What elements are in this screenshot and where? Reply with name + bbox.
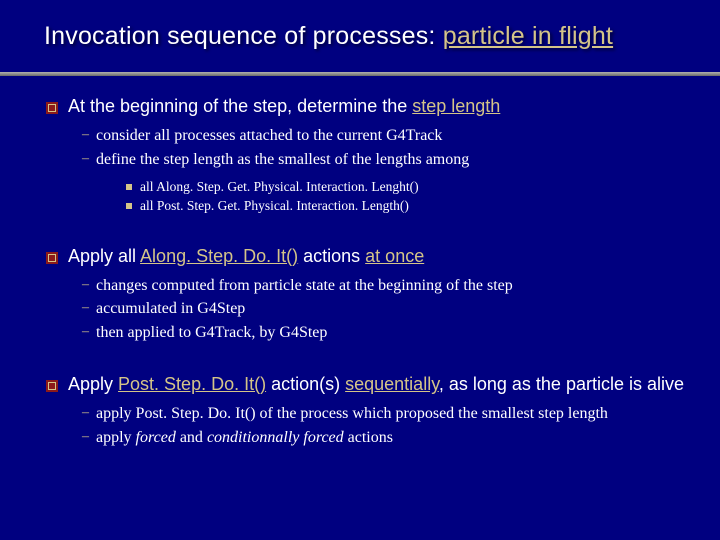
dash-icon: – <box>82 298 96 318</box>
bullet-level2: – consider all processes attached to the… <box>82 125 690 147</box>
text-highlight: at once <box>365 246 424 266</box>
dash-icon: – <box>82 149 96 169</box>
dash-icon: – <box>82 275 96 295</box>
text-part: actions <box>298 246 365 266</box>
title-highlight: particle in flight <box>443 22 613 50</box>
text-highlight: Along. Step. Do. It() <box>140 246 298 266</box>
slide-content: At the beginning of the step, determine … <box>0 57 720 449</box>
dash-icon: – <box>82 322 96 342</box>
text-part: action(s) <box>266 374 345 394</box>
bullet-level1: Apply all Along. Step. Do. It() actions … <box>46 245 690 269</box>
bullet-text: then applied to G4Track, by G4Step <box>96 322 327 344</box>
bullet-level1: At the beginning of the step, determine … <box>46 95 690 119</box>
text-part: Apply all <box>68 246 140 266</box>
text-part: Apply <box>68 374 118 394</box>
square-icon <box>126 203 132 209</box>
title-prefix: Invocation sequence of processes: <box>44 22 443 50</box>
bullet-text: Apply all Along. Step. Do. It() actions … <box>68 245 424 268</box>
bullet-level3: all Along. Step. Get. Physical. Interact… <box>126 178 690 196</box>
bullet-text: consider all processes attached to the c… <box>96 125 442 147</box>
bullet-text: apply Post. Step. Do. It() of the proces… <box>96 403 608 425</box>
bullet-icon <box>46 101 58 119</box>
bullet-text: Apply Post. Step. Do. It() action(s) seq… <box>68 373 684 396</box>
text-highlight: sequentially <box>345 374 439 394</box>
bullet-icon <box>46 251 58 269</box>
bullet-level2: – apply Post. Step. Do. It() of the proc… <box>82 403 690 425</box>
bullet-text: apply forced and conditionnally forced a… <box>96 427 393 449</box>
slide-title: Invocation sequence of processes: partic… <box>0 0 720 57</box>
bullet-text: changes computed from particle state at … <box>96 275 513 297</box>
text-part: , as long as the particle is alive <box>439 374 684 394</box>
bullet-text: accumulated in G4Step <box>96 298 245 320</box>
bullet-level2: – then applied to G4Track, by G4Step <box>82 322 690 344</box>
bullet-text: define the step length as the smallest o… <box>96 149 469 171</box>
bullet-level2: – accumulated in G4Step <box>82 298 690 320</box>
dash-icon: – <box>82 125 96 145</box>
bullet-level2: – changes computed from particle state a… <box>82 275 690 297</box>
bullet-level2: – define the step length as the smallest… <box>82 149 690 171</box>
dash-icon: – <box>82 403 96 423</box>
bullet-level1: Apply Post. Step. Do. It() action(s) seq… <box>46 373 690 397</box>
text-highlight: step length <box>412 96 500 116</box>
bullet-icon <box>46 379 58 397</box>
text-highlight: Post. Step. Do. It() <box>118 374 266 394</box>
bullet-text: all Along. Step. Get. Physical. Interact… <box>140 178 419 196</box>
title-rule <box>0 72 720 76</box>
text-part: At the beginning of the step, determine … <box>68 96 412 116</box>
bullet-level3: all Post. Step. Get. Physical. Interacti… <box>126 197 690 215</box>
dash-icon: – <box>82 427 96 447</box>
bullet-text: At the beginning of the step, determine … <box>68 95 500 118</box>
slide: Invocation sequence of processes: partic… <box>0 0 720 540</box>
bullet-text: all Post. Step. Get. Physical. Interacti… <box>140 197 409 215</box>
square-icon <box>126 184 132 190</box>
bullet-level2: – apply forced and conditionnally forced… <box>82 427 690 449</box>
